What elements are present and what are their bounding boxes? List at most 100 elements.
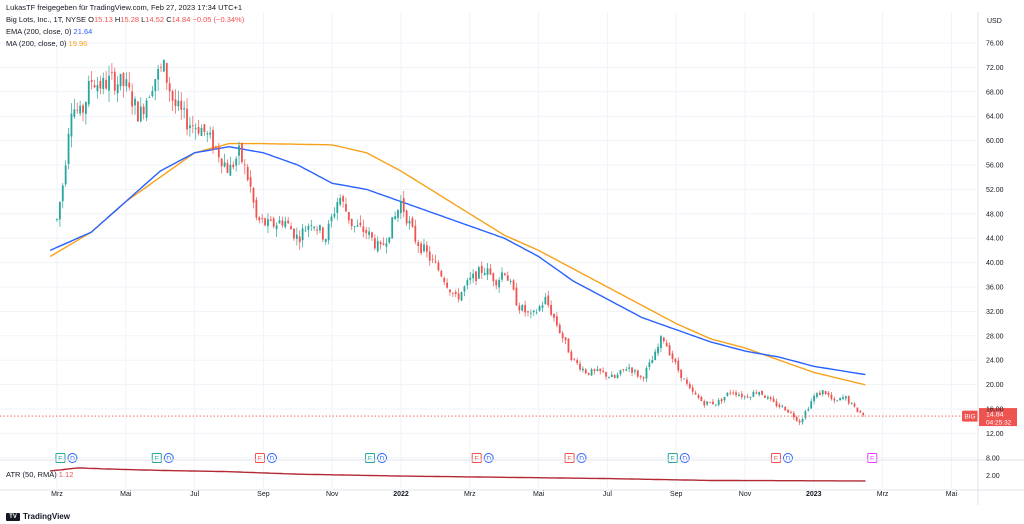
currency-label: USD [987,18,1002,25]
candle-body [709,402,711,403]
candle-body [717,400,720,405]
candle-body [93,85,96,88]
candle-body [544,296,547,305]
candle-body [333,213,336,217]
candle-body [56,219,58,220]
time-tick-label: Jul [603,491,612,498]
symbol-tag-text: BIG [964,414,975,421]
candle-body [480,265,483,273]
candle-body [550,304,553,315]
candle-body [610,374,613,378]
candle-body [596,369,599,371]
candle-body [498,279,501,288]
candle-body [616,374,619,378]
candle-body [87,81,90,105]
candle-body [394,216,396,219]
candle-body [729,392,732,394]
tradingview-brand[interactable]: TV TradingView [6,512,70,521]
candle-body [174,99,177,107]
candle-body [495,280,498,286]
price-tick-label: 56.00 [986,163,1004,170]
candle-body [602,370,605,373]
candle-body [477,267,480,279]
candle-body [515,287,518,306]
candle-body [475,271,477,282]
candle-body [191,125,194,127]
ema-legend[interactable]: EMA (200, close, 0) 21.64 [6,27,93,36]
candle-body [160,66,162,68]
candle-body [836,400,839,402]
candle-body [295,234,298,239]
symbol-legend[interactable]: Big Lots, Inc., 1T, NYSE O15.13 H15.28 L… [6,15,245,24]
atr-value: 1.12 [58,470,74,479]
candle-body [134,98,136,106]
candle-body [411,218,414,227]
candle-body [342,196,344,202]
candle-body [579,363,581,370]
candle-body [778,405,781,407]
candle-body [376,240,379,252]
candles [56,59,865,426]
candle-body [792,413,795,418]
candle-body [457,293,460,300]
candle-body [784,406,787,411]
time-tick-label: Jul [190,491,199,498]
candle-body [353,226,356,227]
candle-body [723,396,726,401]
candle-body [732,392,735,394]
candle-body [683,378,685,380]
publisher-line: LukasTF freigegeben für TradingView.com,… [6,3,243,12]
candle-body [232,164,235,168]
earnings-marker-label: E [155,456,160,463]
candle-body [862,413,865,415]
candle-body [483,273,486,275]
ma-legend[interactable]: MA (200, close, 0) 19.96 [6,39,88,48]
ma-value: 19.96 [68,39,88,48]
candle-body [573,358,576,360]
candle-body [518,305,521,311]
atr-legend[interactable]: ATR (50, RMA) 1.12 [6,470,74,479]
symbol-tag [962,410,978,422]
candle-body [298,236,301,243]
candle-body [694,392,697,395]
candle-body [576,360,579,364]
ema-value: 21.64 [73,27,93,36]
candle-body [810,401,813,409]
candle-body [648,362,651,368]
candle-body [102,77,105,90]
candle-body [223,162,226,167]
candle-body [660,336,662,348]
candle-body [417,242,420,247]
price-tick-label: 20.00 [986,382,1004,389]
candle-body [125,79,128,87]
ema-200-path [49,145,866,376]
candle-body [749,397,752,398]
candle-body [281,220,284,226]
candle-body [116,84,119,94]
candle-body [99,80,102,89]
candle-body [313,226,316,229]
candle-body [795,416,798,421]
candle-body [634,370,636,372]
dividend-marker-label: D [270,456,275,463]
earnings-marker-label: E [567,456,572,463]
candle-body [365,230,368,234]
candle-body [830,394,833,399]
candle-body [639,375,642,377]
dividend-marker-label: D [682,456,687,463]
candle-body [758,391,761,395]
price-tick-label: 28.00 [986,333,1004,340]
candle-body [454,291,457,295]
candle-body [420,243,422,253]
price-tick-label: 48.00 [986,211,1004,218]
candle-body [726,392,729,396]
candle-body [371,232,373,238]
candle-body [775,401,778,407]
candle-body [362,226,365,233]
candle-body [590,369,593,376]
candle-body [564,337,567,341]
candle-body [706,401,709,405]
candle-body [662,337,665,342]
candle-body [142,106,145,115]
